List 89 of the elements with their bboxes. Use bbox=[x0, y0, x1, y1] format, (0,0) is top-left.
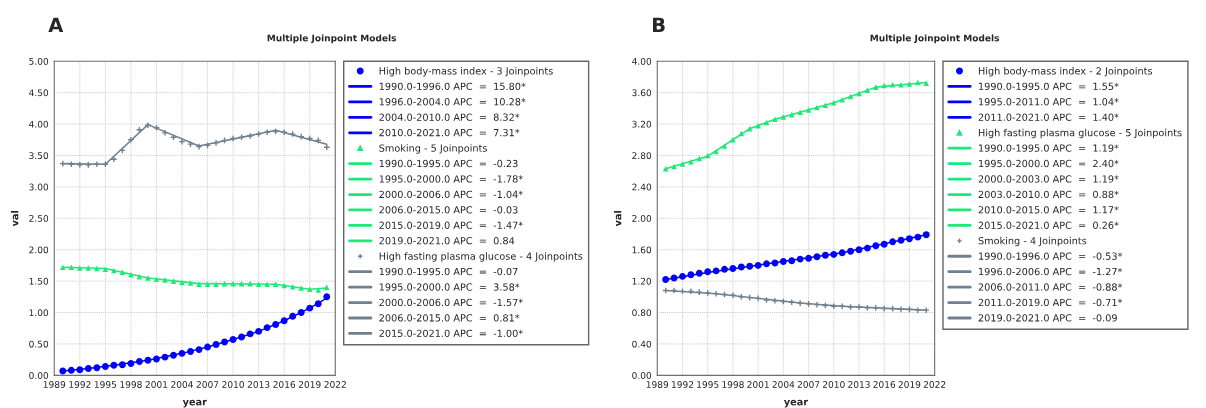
x-tick-label: 2010 bbox=[222, 381, 244, 388]
y-tick-label: 0.00 bbox=[632, 372, 652, 379]
x-tick-label: 2013 bbox=[848, 381, 870, 388]
x-tick-label: 2007 bbox=[196, 381, 219, 388]
legend-label: 2015.0-2019.0 APC = -1.47* bbox=[379, 221, 523, 229]
legend-label: Smoking - 4 Joinpoints bbox=[978, 236, 1087, 247]
y-tick-label: 4.00 bbox=[632, 57, 652, 65]
y-tick-label: 1.60 bbox=[632, 246, 652, 254]
legend-label: 2000.0-2006.0 APC = -1.04* bbox=[379, 190, 523, 199]
chart-title: Multiple Joinpoint Models bbox=[267, 34, 397, 44]
x-tick-label: 2010 bbox=[822, 381, 845, 388]
y-tick-label: 3.50 bbox=[29, 152, 49, 160]
y-tick-label: 2.40 bbox=[632, 183, 652, 191]
y-tick-label: 1.00 bbox=[29, 309, 49, 317]
legend-label: High fasting plasma glucose - 4 Joinpoints bbox=[379, 252, 583, 262]
legend-label: 2010.0-2015.0 APC = 1.17* bbox=[978, 206, 1119, 214]
legend-label: 1990.0-1995.0 APC = -0.07 bbox=[379, 267, 518, 276]
x-axis-title: year bbox=[783, 399, 809, 408]
y-tick-label: 5.00 bbox=[29, 57, 49, 65]
chart-title: Multiple Joinpoint Models bbox=[870, 34, 1000, 44]
legend-label: 2011.0-2019.0 APC = -0.71* bbox=[978, 298, 1123, 307]
legend-label: Smoking - 5 Joinpoints bbox=[379, 144, 487, 154]
legend-label: 1995.0-2000.0 APC = -1.78* bbox=[379, 175, 523, 183]
legend-label: 2019.0-2021.0 APC = 0.84 bbox=[379, 237, 515, 245]
legend-label: High body-mass index - 2 Joinpoints bbox=[978, 67, 1153, 77]
x-tick-label: 2022 bbox=[923, 381, 946, 388]
y-tick-label: 1.50 bbox=[29, 277, 49, 285]
x-tick-label: 2016 bbox=[873, 381, 896, 388]
legend-label: 2015.0-2021.0 APC = -1.00* bbox=[379, 329, 523, 337]
x-tick-label: 2004 bbox=[171, 381, 193, 388]
x-tick-label: 1992 bbox=[671, 381, 694, 388]
legend-label: 2010.0-2021.0 APC = 7.31* bbox=[379, 128, 520, 137]
legend-label: 2006.0-2011.0 APC = -0.88* bbox=[978, 283, 1123, 291]
y-tick-label: 2.00 bbox=[29, 246, 49, 254]
legend-label: 1990.0-1996.0 APC = 15.80* bbox=[379, 82, 526, 90]
x-axis-title: year bbox=[182, 399, 207, 408]
x-tick-label: 2016 bbox=[273, 381, 296, 388]
legend-label: 1996.0-2004.0 APC = 10.28* bbox=[379, 98, 526, 106]
legend-label: 2000.0-2006.0 APC = -1.57* bbox=[379, 298, 523, 307]
legend-label: 1995.0-2000.0 APC = 2.40* bbox=[979, 159, 1119, 168]
y-tick-label: 0.80 bbox=[632, 309, 652, 317]
y-tick-label: 1.20 bbox=[632, 277, 652, 285]
y-tick-label: 2.80 bbox=[632, 152, 652, 160]
legend-label: High body-mass index - 3 Joinpoints bbox=[379, 67, 553, 77]
legend-label: 2015.0-2021.0 APC = 0.26* bbox=[978, 221, 1119, 229]
legend-label: 1995.0-2011.0 APC = 1.04* bbox=[979, 98, 1119, 106]
x-tick-label: 2019 bbox=[898, 381, 921, 388]
legend-label: 1995.0-2000.0 APC = 3.58* bbox=[379, 283, 520, 291]
legend-label: 1990.0-1996.0 APC = -0.53* bbox=[979, 252, 1123, 260]
legend-label: 2006.0-2015.0 APC = 0.81* bbox=[379, 314, 520, 322]
legend-label: 2019.0-2021.0 APC = -0.09 bbox=[978, 314, 1117, 322]
x-tick-label: 2022 bbox=[324, 381, 346, 388]
y-tick-label: 0.00 bbox=[29, 372, 49, 379]
x-tick-label: 1989 bbox=[646, 381, 669, 388]
x-tick-label: 2007 bbox=[797, 381, 820, 388]
x-tick-label: 2001 bbox=[145, 381, 168, 388]
x-tick-label: 1989 bbox=[43, 381, 66, 388]
text: B bbox=[653, 17, 665, 32]
x-tick-label: 1995 bbox=[697, 381, 719, 388]
y-tick-label: 2.00 bbox=[632, 215, 652, 222]
y-tick-label: 3.60 bbox=[632, 89, 652, 97]
x-tick-label: 2001 bbox=[747, 381, 769, 388]
legend-label: 1990.0-1995.0 APC = -0.23 bbox=[379, 159, 518, 168]
y-tick-label: 3.00 bbox=[29, 183, 49, 191]
text: A bbox=[48, 17, 64, 32]
y-axis-title: val bbox=[613, 210, 622, 227]
x-tick-label: 1998 bbox=[722, 381, 744, 388]
legend-label: 2011.0-2021.0 APC = 1.40* bbox=[978, 113, 1119, 121]
x-tick-label: 1995 bbox=[94, 381, 117, 388]
legend-label: High fasting plasma glucose - 5 Joinpoints bbox=[978, 128, 1182, 139]
y-tick-label: 4.50 bbox=[29, 89, 49, 97]
x-tick-label: 2019 bbox=[298, 381, 321, 388]
y-tick-label: 2.50 bbox=[29, 215, 49, 222]
y-tick-label: 3.20 bbox=[632, 120, 652, 128]
legend-label: 2006.0-2015.0 APC = -0.03 bbox=[379, 206, 518, 214]
x-tick-label: 1992 bbox=[69, 381, 91, 388]
y-tick-label: 0.50 bbox=[29, 340, 49, 348]
x-tick-label: 2004 bbox=[772, 381, 795, 388]
y-axis-title: val bbox=[10, 210, 19, 227]
legend-label: 2003.0-2010.0 APC = 0.88* bbox=[978, 190, 1119, 199]
x-tick-label: 1998 bbox=[120, 381, 142, 388]
legend-label: 2004.0-2010.0 APC = 8.32* bbox=[379, 113, 520, 121]
legend-label: 2000.0-2003.0 APC = 1.19* bbox=[978, 175, 1119, 183]
y-tick-label: 0.40 bbox=[632, 340, 652, 348]
legend-label: 1996.0-2006.0 APC = -1.27* bbox=[979, 267, 1123, 276]
legend-label: 1990.0-1995.0 APC = 1.19* bbox=[979, 144, 1119, 152]
x-tick-label: 2013 bbox=[247, 381, 270, 388]
legend-label: 1990.0-1995.0 APC = 1.55* bbox=[979, 82, 1119, 90]
y-tick-label: 4.00 bbox=[29, 120, 49, 128]
